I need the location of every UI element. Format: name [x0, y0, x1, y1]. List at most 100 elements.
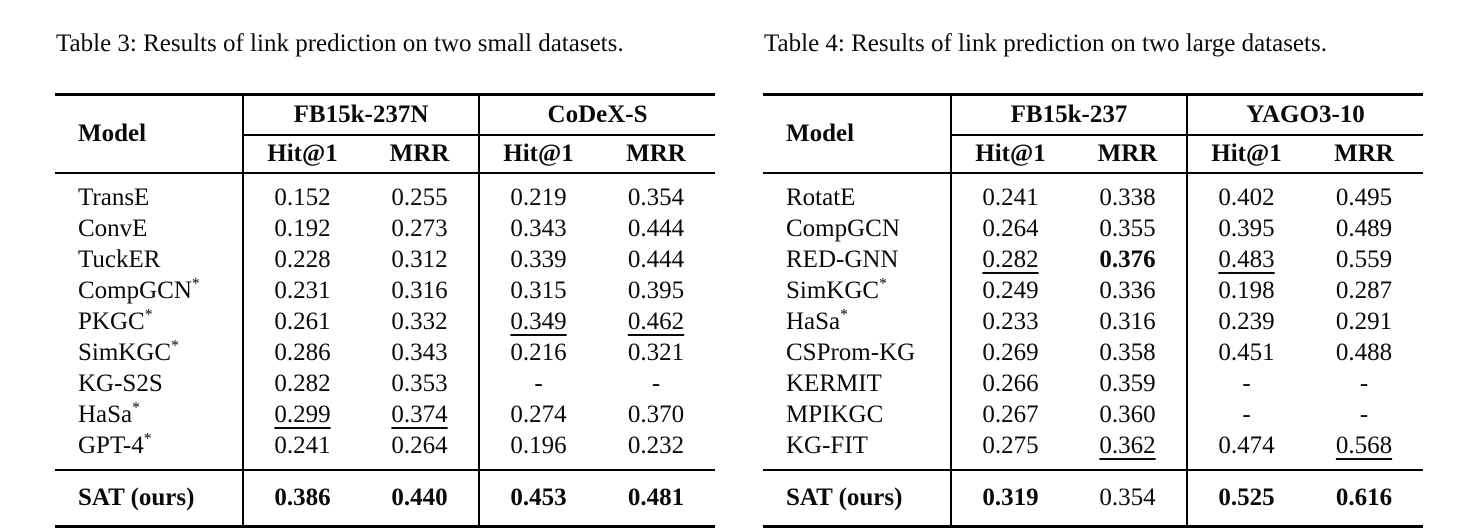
metric-value: 0.269	[950, 337, 1069, 368]
metric-value: 0.444	[627, 214, 685, 242]
table-row: MPIKGC 0.267 0.360 - -	[763, 399, 1423, 430]
metric-value: 0.316	[391, 276, 448, 304]
metric-value: 0.474	[1186, 430, 1305, 470]
table3-summary-row: SAT (ours) 0.386 0.440 0.453 0.481	[55, 470, 716, 527]
model-name: KG-S2S	[78, 369, 163, 397]
table3-caption: Table 3: Results of link prediction on t…	[56, 30, 624, 57]
metric-value: 0.355	[1099, 214, 1156, 242]
table-row: TransE 0.152 0.255 0.219 0.354	[55, 173, 715, 213]
metric-value: 0.376	[1099, 245, 1156, 273]
model-name: CSProm-KG	[786, 338, 916, 366]
metric-value: 0.266	[950, 368, 1069, 399]
table4-caption: Table 4: Results of link prediction on t…	[764, 30, 1327, 57]
metric-value: 0.488	[1335, 338, 1393, 366]
model-column-header: Model	[78, 120, 147, 147]
metric-value: 0.249	[950, 275, 1069, 306]
model-name: TuckER	[78, 245, 161, 273]
metric-value: -	[478, 368, 598, 399]
metric-value: 0.354	[627, 183, 685, 211]
metric-value: 0.354	[1099, 484, 1156, 511]
metric-column-header: Hit@1	[1186, 135, 1305, 173]
model-name: SAT (ours)	[78, 484, 195, 511]
model-name: CompGCN*	[78, 275, 200, 304]
metric-value: 0.273	[391, 214, 448, 242]
metric-value: 0.216	[478, 337, 598, 368]
table4-header: Model FB15k-237 YAGO3-10 Hit@1 MRR Hit@1…	[763, 94, 1423, 173]
metric-value: 0.451	[1186, 337, 1305, 368]
metric-value: 0.264	[391, 431, 448, 459]
table-row: RED-GNN 0.282 0.376 0.483 0.559	[763, 244, 1423, 275]
metric-value: 0.462	[627, 307, 685, 335]
table-row: CompGCN* 0.231 0.316 0.315 0.395	[55, 275, 715, 306]
metric-value: 0.395	[627, 276, 685, 304]
metric-value: 0.481	[627, 484, 685, 511]
table-row: KERMIT 0.266 0.359 - -	[763, 368, 1423, 399]
table-row: CSProm-KG 0.269 0.358 0.451 0.488	[763, 337, 1423, 368]
metric-value: 0.339	[478, 244, 598, 275]
table-row: KG-FIT 0.275 0.362 0.474 0.568	[763, 430, 1423, 470]
metric-value: 0.374	[391, 400, 448, 428]
metric-value: 0.336	[1099, 276, 1156, 304]
table4-summary-row: SAT (ours) 0.319 0.354 0.525 0.616	[763, 470, 1423, 527]
metric-value: 0.264	[950, 213, 1069, 244]
metric-value: 0.370	[627, 400, 685, 428]
metric-value: -	[651, 369, 661, 397]
metric-value: 0.349	[478, 306, 598, 337]
metric-value: 0.275	[950, 430, 1069, 470]
metric-value: 0.316	[1099, 307, 1156, 335]
metric-value: 0.568	[1335, 431, 1393, 459]
metric-value: 0.360	[1099, 400, 1156, 428]
table-row: SimKGC* 0.249 0.336 0.198 0.287	[763, 275, 1423, 306]
model-name: RED-GNN	[786, 245, 899, 273]
metric-value: 0.483	[1186, 244, 1305, 275]
metric-column-header: MRR	[389, 140, 450, 167]
metric-value: 0.343	[478, 213, 598, 244]
metric-column-header: MRR	[1334, 140, 1394, 167]
footnote-asterisk: *	[132, 399, 140, 417]
metric-value: 0.282	[242, 368, 361, 399]
metric-value: 0.228	[242, 244, 361, 275]
footnote-asterisk: *	[191, 275, 200, 293]
table-row: GPT-4* 0.241 0.264 0.196 0.232	[55, 430, 715, 470]
metric-value: 0.332	[391, 307, 448, 335]
table-row: ConvE 0.192 0.273 0.343 0.444	[55, 213, 715, 244]
metric-value: 0.239	[1186, 306, 1305, 337]
metric-value: 0.440	[391, 484, 448, 511]
table3-block: Table 3: Results of link prediction on t…	[55, 28, 717, 528]
metric-value: 0.395	[1186, 213, 1305, 244]
metric-value: 0.261	[242, 306, 361, 337]
table4-block: Table 4: Results of link prediction on t…	[763, 28, 1425, 528]
metric-value: 0.232	[627, 431, 685, 459]
dataset-group-header: FB15k-237N	[241, 94, 480, 136]
metric-value: 0.353	[391, 369, 448, 397]
table3-body: TransE 0.152 0.255 0.219 0.354 ConvE 0.1…	[55, 173, 715, 470]
model-name: SAT (ours)	[786, 484, 903, 511]
metric-value: 0.315	[478, 275, 598, 306]
metric-value: 0.233	[950, 306, 1069, 337]
metric-value: 0.267	[950, 399, 1069, 430]
metric-value: 0.255	[391, 183, 448, 211]
metric-value: 0.152	[242, 173, 361, 213]
metric-value: -	[1359, 400, 1369, 428]
metric-value: 0.291	[1335, 307, 1393, 335]
metric-value: 0.489	[1335, 214, 1393, 242]
metric-value: 0.196	[478, 430, 598, 470]
metric-column-header: Hit@1	[478, 135, 598, 173]
metric-column-header: MRR	[1097, 140, 1158, 167]
metric-value: 0.241	[950, 173, 1069, 213]
results-table-small-datasets: Model FB15k-237N CoDeX-S Hit@1 MRR Hit@1…	[55, 93, 716, 528]
model-name: HaSa*	[78, 399, 140, 428]
metric-value: 0.525	[1186, 470, 1305, 527]
footnote-asterisk: *	[144, 306, 153, 324]
metric-value: 0.495	[1335, 183, 1393, 211]
footnote-asterisk: *	[879, 275, 887, 293]
metric-value: 0.192	[242, 213, 361, 244]
metric-value: 0.386	[242, 470, 361, 527]
model-name: KG-FIT	[786, 431, 868, 459]
metric-value: 0.343	[391, 338, 448, 366]
footnote-asterisk: *	[143, 430, 152, 448]
metric-value: 0.219	[478, 173, 598, 213]
table-row: SimKGC* 0.286 0.343 0.216 0.321	[55, 337, 715, 368]
metric-value: -	[1186, 368, 1305, 399]
table-row: SAT (ours) 0.319 0.354 0.525 0.616	[763, 470, 1423, 527]
